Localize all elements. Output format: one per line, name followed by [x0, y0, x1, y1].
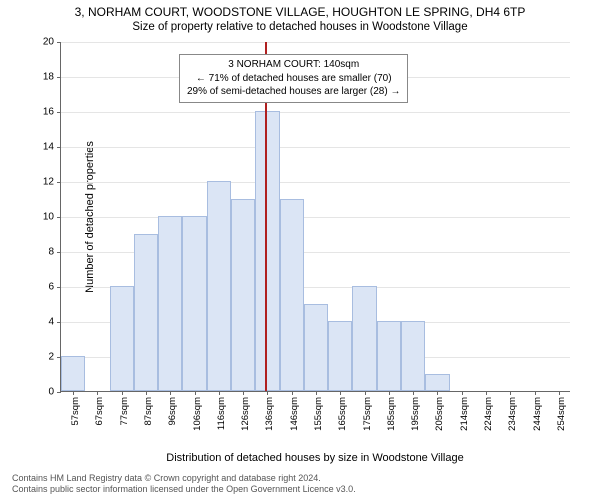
y-tick-label: 10: [43, 212, 54, 223]
x-tick-label: 214sqm: [459, 397, 470, 431]
x-tick-label: 155sqm: [313, 397, 324, 431]
x-tick-label: 185sqm: [386, 397, 397, 431]
histogram-bar: [304, 304, 328, 392]
page-subtitle: Size of property relative to detached ho…: [0, 20, 600, 36]
x-tick-label: 234sqm: [507, 397, 518, 431]
x-tick-label: 195sqm: [410, 397, 421, 431]
x-tick-label: 67sqm: [94, 397, 105, 426]
histogram-bar: [158, 216, 182, 391]
histogram-bar: [425, 374, 449, 392]
info-line-2: ← 71% of detached houses are smaller (70…: [187, 72, 400, 86]
histogram-bar: [182, 216, 206, 391]
y-tick-label: 8: [48, 247, 54, 258]
info-box: 3 NORHAM COURT: 140sqm← 71% of detached …: [179, 54, 408, 103]
x-tick-label: 87sqm: [143, 397, 154, 426]
x-tick-label: 57sqm: [70, 397, 81, 426]
footer-attribution: Contains HM Land Registry data © Crown c…: [12, 473, 356, 496]
histogram-bar: [255, 111, 279, 391]
histogram-bar: [207, 181, 231, 391]
y-tick-label: 14: [43, 142, 54, 153]
x-tick-label: 106sqm: [192, 397, 203, 431]
x-tick-label: 126sqm: [240, 397, 251, 431]
y-tick-label: 12: [43, 177, 54, 188]
info-line-3: 29% of semi-detached houses are larger (…: [187, 85, 400, 99]
x-tick-label: 224sqm: [483, 397, 494, 431]
histogram-bar: [352, 286, 376, 391]
y-tick-label: 0: [48, 387, 54, 398]
x-tick-label: 77sqm: [119, 397, 130, 426]
y-tick-label: 18: [43, 72, 54, 83]
x-tick-label: 96sqm: [167, 397, 178, 426]
histogram-bar: [134, 234, 158, 392]
page-title: 3, NORHAM COURT, WOODSTONE VILLAGE, HOUG…: [0, 4, 600, 20]
x-axis-label: Distribution of detached houses by size …: [60, 452, 570, 464]
y-tick-label: 16: [43, 107, 54, 118]
y-tick-label: 6: [48, 282, 54, 293]
y-tick-label: 20: [43, 37, 54, 48]
histogram-chart: 0246810121416182057sqm67sqm77sqm87sqm96s…: [60, 42, 570, 392]
x-tick-label: 165sqm: [337, 397, 348, 431]
histogram-bar: [280, 199, 304, 392]
histogram-bar: [231, 199, 255, 392]
histogram-bar: [61, 356, 85, 391]
y-tick-label: 2: [48, 352, 54, 363]
x-tick-label: 146sqm: [289, 397, 300, 431]
histogram-bar: [377, 321, 401, 391]
x-tick-label: 136sqm: [264, 397, 275, 431]
x-tick-label: 116sqm: [216, 397, 227, 430]
histogram-bar: [110, 286, 134, 391]
info-line-1: 3 NORHAM COURT: 140sqm: [187, 58, 400, 72]
x-tick-label: 244sqm: [532, 397, 543, 431]
histogram-bar: [401, 321, 425, 391]
x-tick-label: 254sqm: [556, 397, 567, 431]
histogram-bar: [328, 321, 352, 391]
x-tick-label: 205sqm: [434, 397, 445, 431]
x-tick-label: 175sqm: [362, 397, 373, 431]
y-tick-label: 4: [48, 317, 54, 328]
